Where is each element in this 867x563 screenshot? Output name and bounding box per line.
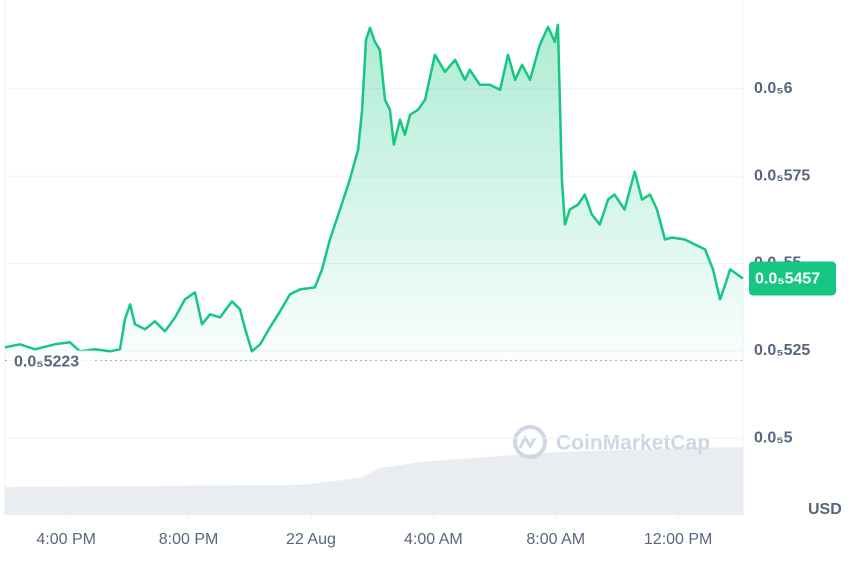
y-tick-label: 0.0₅575 [754,167,810,184]
currency-label: USD [808,501,842,518]
y-tick-label: 0.0₅6 [754,80,793,97]
baseline-label: 0.0₅5223 [14,354,79,371]
x-tick-label: 12:00 PM [644,531,712,548]
x-tick-label: 4:00 AM [404,531,463,548]
price-badge-label: 0.0₅5457 [755,271,820,288]
x-tick-label: 22 Aug [286,531,336,548]
volume-area [5,447,743,515]
price-line [4,23,744,353]
baseline-label-bg [10,350,92,371]
y-tick-label: 0.0₅5 [754,429,793,446]
watermark-logo [513,425,547,459]
y-tick-label: 0.0₅525 [754,342,810,359]
x-tick-label: 8:00 AM [526,531,585,548]
price-badge [749,261,836,296]
price-area [5,24,743,361]
plot [4,23,744,361]
x-tick-label: 4:00 PM [36,531,96,548]
x-tick-label: 8:00 PM [159,531,219,548]
watermark: CoinMarketCap [556,432,710,455]
